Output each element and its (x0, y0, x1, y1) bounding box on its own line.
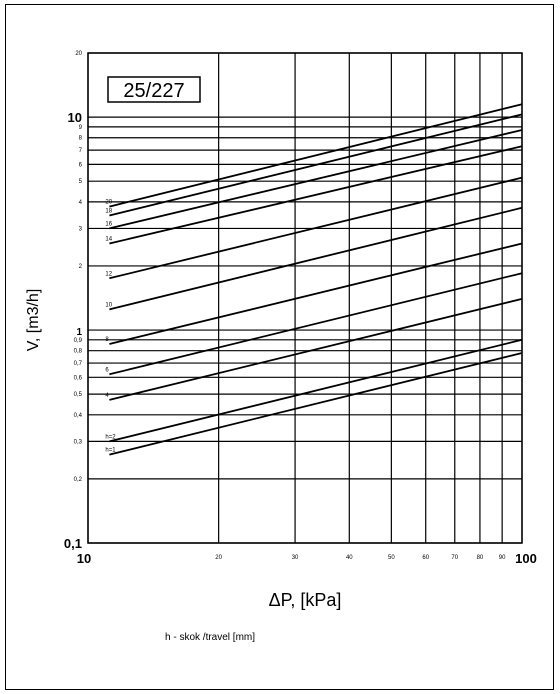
y-tick-label-7: 7 (79, 148, 83, 154)
travel-caption: h - skok /travel [mm] (165, 632, 256, 643)
x-tick-label-30: 30 (292, 555, 299, 561)
y-tick-label-0,6: 0,6 (74, 375, 83, 381)
y-tick-label-6: 6 (79, 162, 83, 168)
series-line-14 (109, 145, 523, 245)
x-tick-label-100: 100 (515, 551, 537, 566)
x-tick-label-50: 50 (388, 555, 395, 561)
series-lines (109, 103, 523, 456)
y-tick-label-3: 3 (79, 226, 83, 232)
y-tick-label-4: 4 (79, 200, 83, 206)
series-line-8 (109, 242, 523, 345)
series-label-h=2: h=2 (105, 434, 116, 440)
chart-frame (5, 4, 554, 690)
y-tick-label-0,1: 0,1 (64, 536, 82, 551)
series-label-4: 4 (105, 393, 109, 399)
x-tick-label-80: 80 (477, 555, 484, 561)
series-label-12: 12 (105, 271, 112, 277)
x-axis-label: ΔP, [kPa] (269, 590, 342, 610)
series-line-h=1 (109, 352, 523, 456)
tick-labels: 10 20 30 40 50 60 70 80 90 100 0,1 0,2 0,3 0,4 0,5 0,6 0… (64, 51, 537, 566)
y-tick-label-9: 9 (79, 125, 83, 131)
title-box (107, 76, 201, 103)
series-label-8: 8 (105, 337, 109, 343)
y-tick-label-5: 5 (79, 179, 83, 185)
y-tick-label-0,8: 0,8 (74, 349, 83, 355)
y-tick-label-0,5: 0,5 (74, 392, 83, 398)
series-label-6: 6 (105, 367, 109, 373)
series-label-18: 18 (105, 209, 112, 215)
y-tick-label-0,4: 0,4 (74, 413, 83, 419)
series-label-10: 10 (105, 302, 112, 308)
series-label-14: 14 (105, 236, 112, 242)
y-axis-label: V, [m3/h] (25, 289, 42, 352)
x-tick-label-20: 20 (215, 555, 222, 561)
y-tick-label-20: 20 (75, 51, 82, 57)
series-line-10 (109, 206, 523, 311)
y-tick-label-0,9: 0,9 (74, 338, 83, 344)
series-label-16: 16 (105, 221, 112, 227)
plot-border (87, 52, 523, 544)
y-tick-label-8: 8 (79, 136, 83, 142)
series-line-12 (109, 176, 523, 280)
series-label-h=1: h=1 (105, 448, 116, 454)
y-tick-label-0,2: 0,2 (74, 477, 83, 483)
series-labels: h=1 h=2 4 6 8 10 12 14 16 18 20 (105, 200, 116, 454)
series-line-4 (109, 298, 523, 401)
series-line-6 (109, 272, 523, 376)
x-tick-label-70: 70 (451, 555, 458, 561)
x-tick-label-10: 10 (77, 551, 91, 566)
y-tick-label-0,3: 0,3 (74, 439, 83, 445)
x-tick-label-90: 90 (499, 555, 506, 561)
y-tick-label-10: 10 (68, 110, 82, 125)
chart-title: 25/227 (123, 80, 184, 102)
x-tick-label-60: 60 (422, 555, 429, 561)
y-tick-label-2: 2 (79, 264, 83, 270)
series-line-20 (109, 103, 523, 208)
x-tick-label-40: 40 (346, 555, 353, 561)
y-tick-label-0,7: 0,7 (74, 361, 83, 367)
series-line-18 (109, 113, 523, 217)
series-line-h=2 (109, 338, 523, 443)
series-line-16 (109, 129, 523, 230)
y-tick-label-1: 1 (76, 327, 82, 338)
series-label-20: 20 (105, 200, 112, 206)
